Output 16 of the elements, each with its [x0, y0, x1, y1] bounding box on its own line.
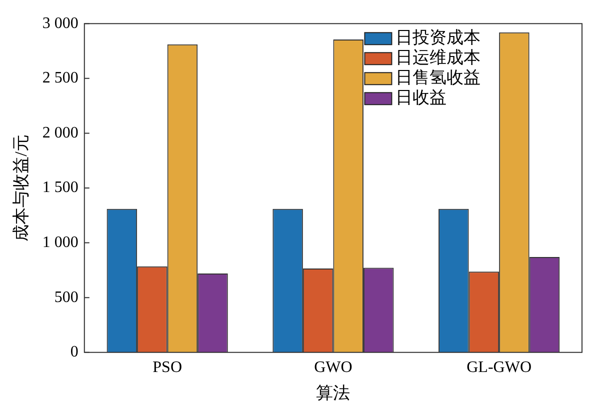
legend-label: 日收益 [396, 88, 447, 108]
y-tick-label: 2 500 [42, 70, 78, 87]
legend-label: 日售氢收益 [396, 68, 481, 88]
y-axis-title: 成本与收益/元 [12, 134, 31, 242]
y-tick-label: 2 000 [42, 124, 78, 142]
x-axis-title: 算法 [316, 383, 350, 402]
y-tick-label: 0 [70, 344, 78, 361]
y-tick-label: 3 000 [42, 14, 78, 32]
x-tick-label: GL-GWO [466, 359, 532, 376]
y-tick-label: 500 [54, 288, 78, 306]
legend-label: 日投资成本 [396, 28, 481, 48]
y-tick-label: 1 500 [42, 179, 78, 196]
legend-label: 日运维成本 [396, 48, 481, 68]
x-tick-label: PSO [152, 359, 182, 376]
y-tick-label: 1 000 [42, 234, 78, 252]
x-tick-label: GWO [314, 359, 352, 376]
